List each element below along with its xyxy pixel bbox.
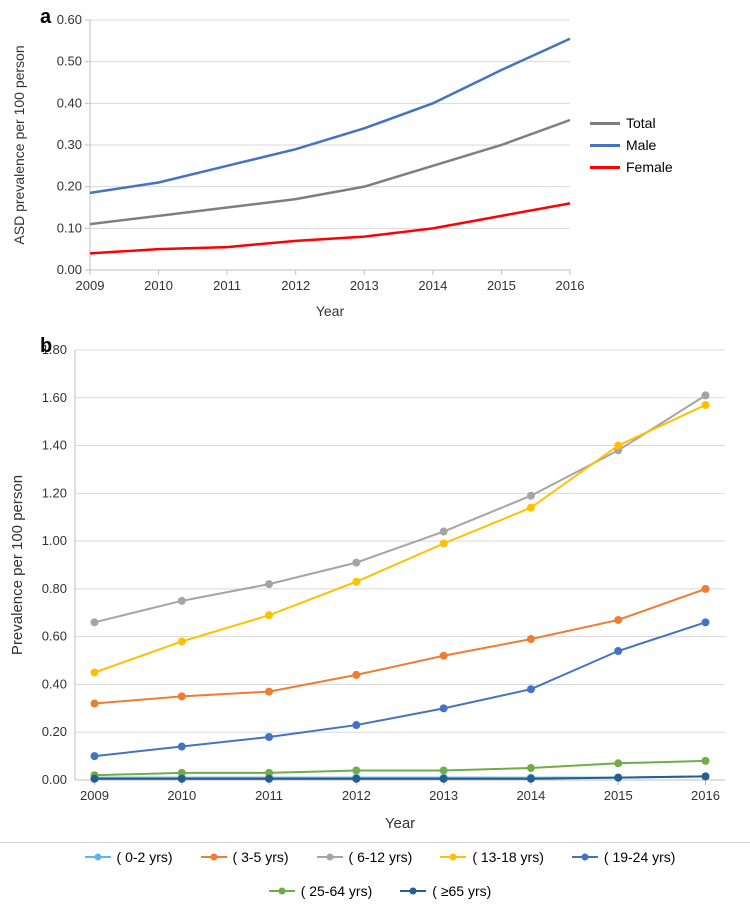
legend-item: ( 3-5 yrs) — [201, 849, 289, 865]
legend-item: ( 6-12 yrs) — [317, 849, 413, 865]
svg-text:0.50: 0.50 — [57, 54, 82, 69]
legend-item: ( 13-18 yrs) — [440, 849, 544, 865]
svg-text:0.00: 0.00 — [57, 262, 82, 277]
svg-text:1.40: 1.40 — [42, 438, 67, 453]
legend-swatch — [590, 144, 620, 147]
svg-text:2011: 2011 — [255, 788, 283, 803]
svg-text:0.80: 0.80 — [42, 581, 67, 596]
svg-text:0.00: 0.00 — [42, 772, 67, 787]
legend-b: ( 0-2 yrs) ( 3-5 yrs) ( 6-12 yrs) ( 13-18 y… — [0, 842, 750, 907]
svg-text:2014: 2014 — [516, 788, 545, 803]
svg-text:2010: 2010 — [144, 278, 173, 293]
legend-swatch — [400, 890, 426, 892]
legend-label: Male — [626, 137, 656, 153]
svg-text:2009: 2009 — [76, 278, 105, 293]
chart-b: 0.000.200.400.600.801.001.201.401.601.80… — [0, 330, 750, 840]
svg-text:Year: Year — [385, 815, 415, 832]
svg-text:2013: 2013 — [350, 278, 379, 293]
legend-swatch — [590, 122, 620, 125]
svg-text:2016: 2016 — [691, 788, 720, 803]
svg-text:0.60: 0.60 — [57, 12, 82, 27]
svg-text:2012: 2012 — [281, 278, 310, 293]
legend-swatch — [201, 856, 227, 858]
panel-b-label: b — [40, 335, 52, 358]
panel-a-label: a — [40, 6, 51, 29]
svg-text:2014: 2014 — [418, 278, 447, 293]
legend-label: ( ≥65 yrs) — [432, 883, 491, 899]
svg-text:0.30: 0.30 — [57, 137, 82, 152]
legend-item: ( ≥65 yrs) — [400, 883, 491, 899]
svg-text:2009: 2009 — [80, 788, 109, 803]
svg-text:2012: 2012 — [342, 788, 371, 803]
legend-item: Male — [590, 137, 673, 153]
legend-swatch — [85, 856, 111, 858]
svg-text:2016: 2016 — [556, 278, 585, 293]
svg-text:0.60: 0.60 — [42, 629, 67, 644]
svg-text:2015: 2015 — [604, 788, 633, 803]
svg-text:2013: 2013 — [429, 788, 458, 803]
legend-label: ( 3-5 yrs) — [233, 849, 289, 865]
svg-text:Year: Year — [316, 303, 345, 319]
svg-text:2011: 2011 — [213, 278, 241, 293]
legend-label: ( 19-24 yrs) — [604, 849, 676, 865]
legend-label: ( 13-18 yrs) — [472, 849, 544, 865]
legend-label: ( 6-12 yrs) — [349, 849, 413, 865]
svg-text:2015: 2015 — [487, 278, 516, 293]
svg-text:0.20: 0.20 — [57, 179, 82, 194]
svg-text:ASD prevalence per 100 person: ASD prevalence per 100 person — [11, 45, 27, 244]
svg-text:1.60: 1.60 — [42, 390, 67, 405]
svg-text:1.20: 1.20 — [42, 485, 67, 500]
legend-label: Female — [626, 159, 673, 175]
legend-label: ( 0-2 yrs) — [117, 849, 173, 865]
figure: a 0.00 0.10 0.20 0.30 0.40 0.50 0.60 2009 2010 20… — [0, 0, 750, 907]
legend-item: Total — [590, 115, 673, 131]
legend-swatch — [572, 856, 598, 858]
legend-item: ( 19-24 yrs) — [572, 849, 676, 865]
legend-swatch — [590, 166, 620, 169]
svg-text:0.10: 0.10 — [57, 220, 82, 235]
legend-swatch — [269, 890, 295, 892]
svg-text:0.40: 0.40 — [42, 676, 67, 691]
legend-item: Female — [590, 159, 673, 175]
legend-item: ( 25-64 yrs) — [269, 883, 373, 899]
svg-text:0.20: 0.20 — [42, 724, 67, 739]
legend-swatch — [440, 856, 466, 858]
svg-text:Prevalence per 100 person: Prevalence per 100 person — [9, 475, 26, 655]
legend-swatch — [317, 856, 343, 858]
legend-a: Total Male Female — [590, 115, 673, 181]
svg-text:1.00: 1.00 — [42, 533, 67, 548]
legend-label: Total — [626, 115, 656, 131]
legend-item: ( 0-2 yrs) — [85, 849, 173, 865]
svg-text:2010: 2010 — [167, 788, 196, 803]
legend-label: ( 25-64 yrs) — [301, 883, 373, 899]
svg-text:0.40: 0.40 — [57, 95, 82, 110]
